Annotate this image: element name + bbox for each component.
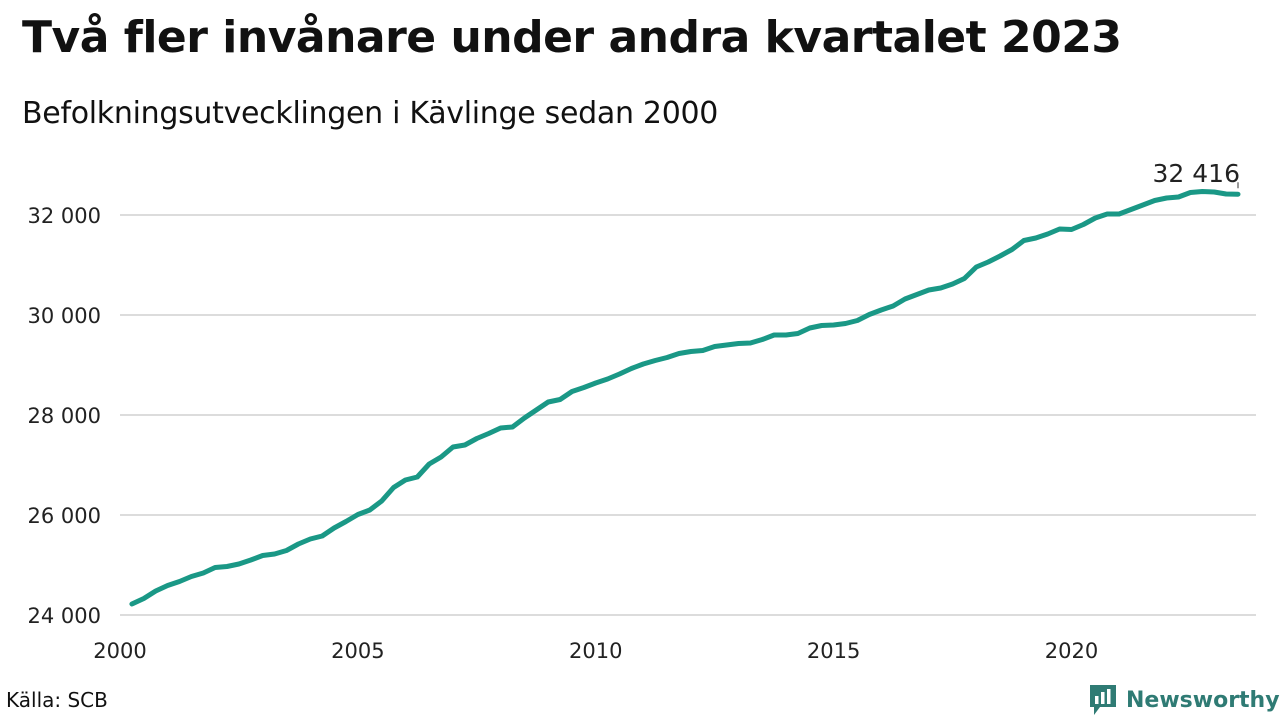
gridlines xyxy=(120,214,1256,616)
chart-subtitle: Befolkningsutvecklingen i Kävlinge sedan… xyxy=(22,96,719,131)
y-tick-label: 26 000 xyxy=(28,504,101,528)
source-note: Källa: SCB xyxy=(6,688,108,712)
y-tick-label: 32 000 xyxy=(28,204,101,228)
brand-logo: Newsworthy xyxy=(1088,683,1280,717)
series-line xyxy=(129,189,1241,607)
y-axis-tick-labels: 24 000 26 000 28 000 30 000 32 000 xyxy=(28,204,101,628)
chart-title: Två fler invånare under andra kvartalet … xyxy=(22,12,1122,63)
series-group xyxy=(129,189,1241,607)
y-tick-label: 28 000 xyxy=(28,404,101,428)
brand-name: Newsworthy xyxy=(1126,687,1280,713)
y-tick-label: 30 000 xyxy=(28,304,101,328)
newsworthy-bar-chart-icon xyxy=(1090,685,1116,715)
x-tick-label: 2010 xyxy=(569,639,622,663)
x-tick-label: 2000 xyxy=(93,639,146,663)
x-tick-label: 2005 xyxy=(331,639,384,663)
end-value-label: 32 416 xyxy=(1153,159,1240,188)
x-axis-tick-labels: 2000 2005 2010 2015 2020 xyxy=(93,639,1098,663)
end-value-annotation: 32 416 xyxy=(1153,159,1240,189)
y-tick-label: 24 000 xyxy=(28,604,101,628)
x-tick-label: 2020 xyxy=(1045,639,1098,663)
x-tick-label: 2015 xyxy=(807,639,860,663)
